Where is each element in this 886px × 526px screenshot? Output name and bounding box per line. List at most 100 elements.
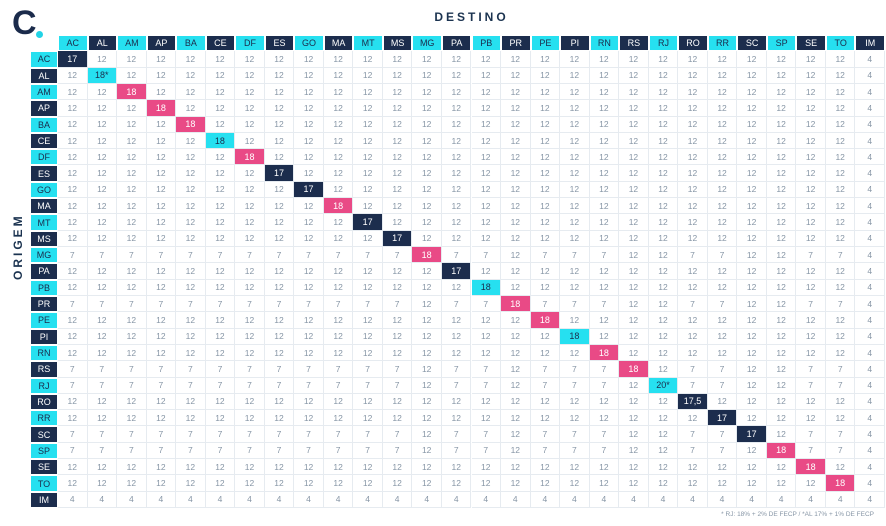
rate-cell: 12 (412, 475, 442, 492)
column-header: PR (501, 35, 531, 52)
rate-cell: 12 (501, 426, 531, 443)
rate-cell: 12 (766, 230, 797, 248)
rate-cell: 12 (146, 214, 177, 231)
rate-cell: 4 (855, 149, 885, 166)
rate-cell: 18 (796, 459, 826, 476)
rate-cell: 12 (560, 67, 590, 84)
rate-cell: 4 (87, 491, 118, 508)
rate-cell: 12 (176, 67, 206, 84)
rate-cell: 12 (205, 263, 236, 280)
row-header: AM (30, 83, 58, 101)
rate-cell: 12 (471, 475, 502, 492)
logo-dot (36, 31, 43, 38)
rate-cell: 12 (87, 410, 118, 427)
rate-cell: 12 (146, 279, 177, 296)
rate-cell: 12 (589, 410, 620, 427)
rate-cell: 7 (264, 247, 295, 264)
rate-cell: 12 (441, 459, 472, 476)
rate-cell: 12 (87, 149, 118, 166)
rate-cell: 12 (176, 393, 206, 411)
logo: C (12, 4, 37, 42)
rate-cell: 12 (412, 328, 442, 345)
rate-cell: 18 (117, 83, 147, 101)
rate-cell: 12 (412, 410, 442, 427)
rate-cell: 12 (264, 181, 295, 199)
rate-cell: 12 (648, 393, 679, 411)
rate-cell: 12 (323, 181, 354, 199)
rate-cell: 4 (855, 263, 885, 280)
rate-cell: 12 (678, 165, 708, 182)
rate-cell: 12 (87, 263, 118, 280)
row-header: DF (30, 149, 58, 166)
rate-cell: 7 (323, 247, 354, 264)
rate-cell: 12 (87, 198, 118, 215)
rate-cell: 12 (796, 393, 826, 411)
rate-cell: 12 (530, 344, 561, 362)
rate-cell: 12 (294, 100, 324, 117)
rate-cell: 4 (530, 491, 561, 508)
rate-cell: 18 (560, 328, 590, 345)
rate-cell: 12 (707, 475, 738, 492)
rate-cell: 4 (825, 491, 856, 508)
rate-cell: 12 (117, 393, 147, 411)
rate-cell: 12 (382, 51, 413, 68)
rate-cell: 12 (87, 279, 118, 296)
rate-cell: 12 (471, 132, 502, 150)
rate-cell: 12 (441, 328, 472, 345)
rate-cell: 12 (678, 475, 708, 492)
rate-cell: 12 (264, 263, 295, 280)
rate-cell: 12 (530, 475, 561, 492)
rate-cell: 7 (235, 361, 265, 378)
rate-cell: 12 (501, 475, 531, 492)
rate-cell: 12 (471, 181, 502, 199)
rate-cell: 12 (146, 116, 177, 133)
rate-cell: 12 (235, 83, 265, 101)
rate-cell: 12 (353, 459, 383, 476)
rate-cell: 4 (678, 491, 708, 508)
rate-cell: 7 (382, 361, 413, 378)
rate-cell: 12 (264, 475, 295, 492)
rate-cell: 12 (87, 214, 118, 231)
rate-cell: 7 (589, 295, 620, 313)
rate-cell: 12 (589, 67, 620, 84)
rate-cell: 7 (176, 247, 206, 264)
rate-cell: 12 (737, 100, 767, 117)
rate-cell: 12 (382, 214, 413, 231)
rate-cell: 12 (264, 344, 295, 362)
rate-cell: 12 (796, 181, 826, 199)
rate-cell: 12 (323, 230, 354, 248)
rate-cell: 4 (855, 67, 885, 84)
rate-cell: 12 (382, 393, 413, 411)
rate-cell: 12 (117, 198, 147, 215)
rate-cell: 12 (678, 279, 708, 296)
rate-cell: 18 (146, 100, 177, 117)
rate-cell: 12 (264, 214, 295, 231)
rate-cell: 12 (619, 475, 649, 492)
rate-cell: 12 (87, 100, 118, 117)
rate-cell: 4 (501, 491, 531, 508)
rate-cell: 12 (294, 393, 324, 411)
rate-cell: 7 (530, 377, 561, 394)
row-header: RO (30, 393, 58, 411)
rate-cell: 7 (825, 247, 856, 264)
rate-cell: 12 (589, 116, 620, 133)
rate-cell: 12 (560, 344, 590, 362)
rate-cell: 12 (382, 410, 413, 427)
rate-cell: 4 (855, 426, 885, 443)
rate-cell: 12 (146, 181, 177, 199)
rate-cell: 12 (235, 100, 265, 117)
rate-cell: 12 (412, 214, 442, 231)
rate-cell: 12 (441, 230, 472, 248)
rate-cell: 12 (825, 410, 856, 427)
rate-cell: 4 (855, 165, 885, 182)
rate-cell: 7 (678, 295, 708, 313)
rate-cell: 12 (117, 214, 147, 231)
rate-cell: 12 (412, 100, 442, 117)
rate-cell: 4 (855, 328, 885, 345)
rate-cell: 12 (648, 67, 679, 84)
rate-cell: 12 (323, 116, 354, 133)
rate-cell: 12 (382, 328, 413, 345)
rate-cell: 12 (294, 263, 324, 280)
rate-cell: 12 (825, 181, 856, 199)
